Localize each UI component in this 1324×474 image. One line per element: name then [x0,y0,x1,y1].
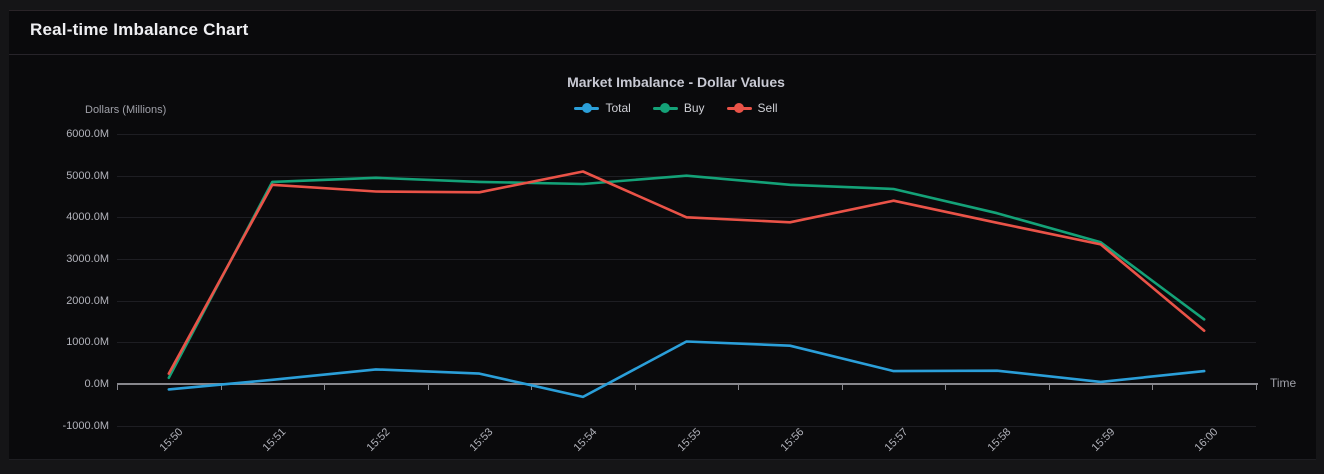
legend-marker-icon [652,103,678,113]
x-axis-tick [324,385,326,390]
x-axis-tick [738,385,740,390]
x-tick-label: 15:50 [157,426,186,454]
gridline [117,425,1256,427]
x-tick-label: 15:58 [985,426,1014,454]
x-axis-tick [841,385,843,390]
x-tick-label: 15:59 [1089,426,1118,454]
gridline [117,175,1256,177]
legend-dot-icon [734,103,745,113]
x-tick-label: 15:57 [882,426,911,454]
x-axis-tick [117,385,118,390]
x-tick-label: 15:51 [260,426,289,454]
series-line-buy [167,174,1206,380]
panel-header: Real-time Imbalance Chart [9,11,1316,55]
legend-dot-icon [581,103,592,113]
x-tick-label: 15:52 [364,426,393,454]
x-tick-label: 15:56 [778,426,807,454]
legend-marker-icon [574,103,600,113]
chart-title: Market Imbalance - Dollar Values [567,74,785,90]
x-axis-tick [427,385,429,390]
x-axis-name: Time [1270,376,1297,390]
x-axis-tick [1048,385,1050,390]
y-tick-label: 1000.0M [66,336,109,349]
legend-item-total[interactable]: Total [574,101,631,115]
page-title: Real-time Imbalance Chart [30,20,249,39]
legend-item-sell[interactable]: Sell [726,101,778,115]
legend-label: Total [605,101,631,115]
y-tick-label: 4000.0M [66,211,109,224]
y-tick-label: 2000.0M [66,294,109,307]
x-axis-tick [945,385,947,390]
y-tick-label: 6000.0M [66,128,109,140]
x-tick-label: 15:53 [467,426,496,454]
chart-legend: Total Buy Sell [126,98,1226,118]
x-axis-tick [634,385,636,390]
x-axis-line [117,383,1258,385]
y-axis-name: Dollars (Millions) [85,104,167,116]
x-axis-tick [1152,385,1154,390]
y-tick-label: -1000.0M [62,419,109,432]
gridline [117,300,1256,302]
x-tick-label: 15:54 [571,426,600,454]
legend-item-buy[interactable]: Buy [652,101,705,115]
legend-label: Buy [683,101,705,115]
gridline [117,259,1256,260]
legend-label: Sell [757,101,778,115]
gridline [117,217,1256,219]
x-axis-tick [220,385,222,390]
y-tick-label: 0.0M [84,378,109,390]
x-tick-label: 16:00 [1192,426,1221,454]
y-tick-label: 3000.0M [66,253,109,265]
gridline [117,342,1256,344]
gridline [117,134,1256,135]
x-axis-tick [1256,385,1257,390]
legend-marker-icon [726,103,752,113]
legend-dot-icon [660,103,671,113]
x-axis-tick [531,385,533,390]
chart-panel: Real-time Imbalance Chart Market Imbalan… [9,10,1316,460]
y-tick-label: 5000.0M [66,169,109,182]
x-tick-label: 15:55 [675,426,703,454]
